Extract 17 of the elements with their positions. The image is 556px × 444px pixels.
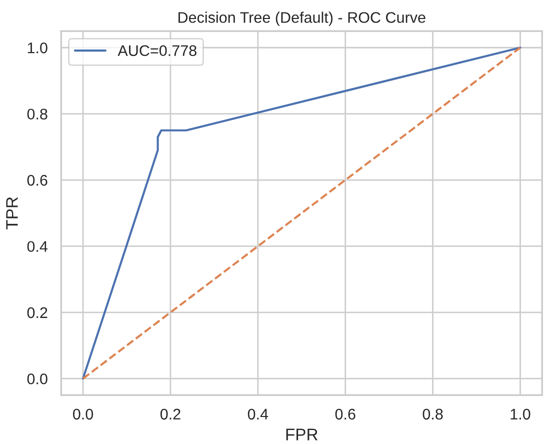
x-tick-label: 0.6 bbox=[335, 408, 356, 420]
x-tick-label: 0.2 bbox=[160, 408, 180, 420]
chart-title: Decision Tree (Default) - ROC Curve bbox=[178, 12, 426, 26]
y-axis-title: TPR bbox=[6, 197, 18, 230]
y-tick-label: 0.2 bbox=[27, 307, 48, 318]
y-tick-label: 0.8 bbox=[27, 108, 48, 120]
y-tick-label: 0.4 bbox=[27, 241, 48, 252]
x-axis-title: FPR bbox=[286, 428, 318, 440]
x-tick-label: 1.0 bbox=[510, 408, 530, 420]
y-tick-label: 0.0 bbox=[27, 373, 48, 384]
line-series bbox=[82, 46, 522, 380]
legend-label: AUC=0.778 bbox=[118, 45, 196, 56]
x-tick-label: 0.0 bbox=[73, 408, 94, 420]
x-tick-label: 0.4 bbox=[248, 408, 268, 420]
y-tick-label: 0.6 bbox=[27, 174, 48, 186]
x-tick-label: 0.8 bbox=[422, 408, 443, 420]
y-tick-label: 1.0 bbox=[28, 42, 48, 54]
